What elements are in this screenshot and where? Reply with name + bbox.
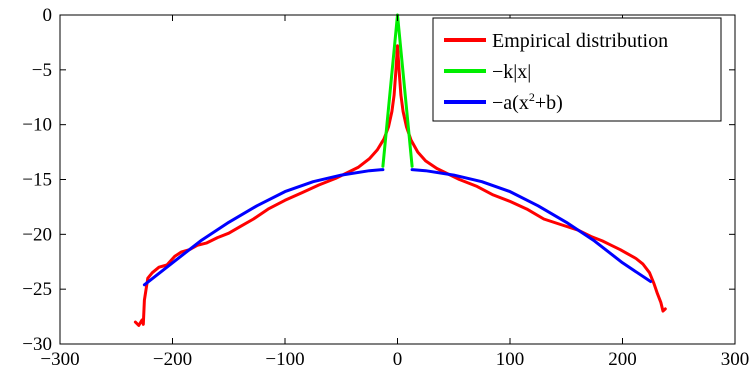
legend-quad-prefix: −a(x xyxy=(492,92,529,114)
series-line-1-0 xyxy=(381,13,414,168)
x-tick-label: −300 xyxy=(40,349,79,370)
x-tick-label: 100 xyxy=(496,349,525,370)
legend: Empirical distribution −k|x| −a(x2+b) xyxy=(432,17,722,122)
x-ticks: −300 −200 −100 0 100 200 300 xyxy=(40,15,749,370)
x-tick-label: 200 xyxy=(608,349,637,370)
x-tick-label: 300 xyxy=(721,349,750,370)
y-tick-label: −30 xyxy=(22,334,52,355)
plot-lines xyxy=(133,13,667,327)
y-ticks: 0 −5 −10 −15 −20 −25 −30 xyxy=(22,5,735,355)
series-line-2-0 xyxy=(142,168,385,287)
legend-quad-suffix: +b) xyxy=(535,92,563,114)
legend-quad-sup: 2 xyxy=(529,90,535,104)
legend-label-empirical: Empirical distribution xyxy=(492,30,668,52)
y-tick-label: 0 xyxy=(43,5,53,26)
y-tick-label: −10 xyxy=(22,115,52,136)
x-tick-label: 0 xyxy=(393,349,403,370)
y-tick-label: −5 xyxy=(32,60,52,81)
x-tick-label: −200 xyxy=(153,349,192,370)
y-tick-label: −25 xyxy=(22,279,52,300)
series-line-0-0 xyxy=(133,44,667,327)
legend-label-laplace: −k|x| xyxy=(492,61,531,83)
x-tick-label: −100 xyxy=(265,349,304,370)
legend-label-quadratic: −a(x2+b) xyxy=(492,90,563,114)
series-line-2-1 xyxy=(410,168,653,283)
y-tick-label: −20 xyxy=(22,224,52,245)
y-tick-label: −15 xyxy=(22,170,52,191)
